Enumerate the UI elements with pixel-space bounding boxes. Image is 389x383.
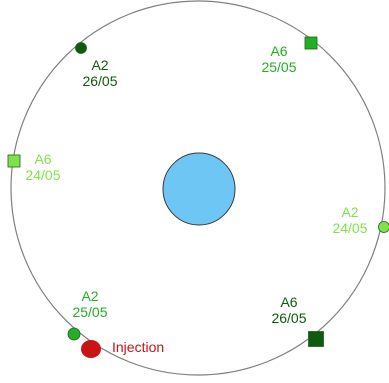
injection-dot — [81, 340, 101, 358]
marker-label-line2: 24/05 — [25, 167, 60, 183]
center-circle — [162, 152, 236, 226]
marker-label-line2: 25/05 — [261, 59, 296, 75]
marker-label-line2: 26/05 — [82, 73, 117, 89]
marker-label-line2: 24/05 — [332, 220, 367, 236]
marker-label-line1: A2 — [91, 57, 108, 73]
circle-marker-icon — [75, 42, 87, 54]
injection-label: Injection — [112, 339, 164, 355]
marker-label-line1: A6 — [270, 43, 287, 59]
injection-marker: Injection — [81, 339, 164, 358]
marker-label-line1: A6 — [34, 151, 51, 167]
outer-ring — [10, 0, 386, 376]
square-marker-icon — [7, 154, 21, 168]
marker-label-line2: 25/05 — [72, 304, 107, 320]
square-marker-icon — [308, 331, 324, 347]
marker-label-line2: 26/05 — [271, 310, 306, 326]
marker-label-line1: A2 — [81, 288, 98, 304]
marker-label-line1: A6 — [280, 294, 297, 310]
square-marker-icon — [304, 36, 318, 50]
marker-label-line1: A2 — [341, 204, 358, 220]
circle-marker-icon — [67, 327, 81, 341]
markers-layer: A226/05A625/05A624/05A224/05A225/05A626/… — [7, 36, 389, 347]
circle-marker-icon — [378, 221, 389, 233]
